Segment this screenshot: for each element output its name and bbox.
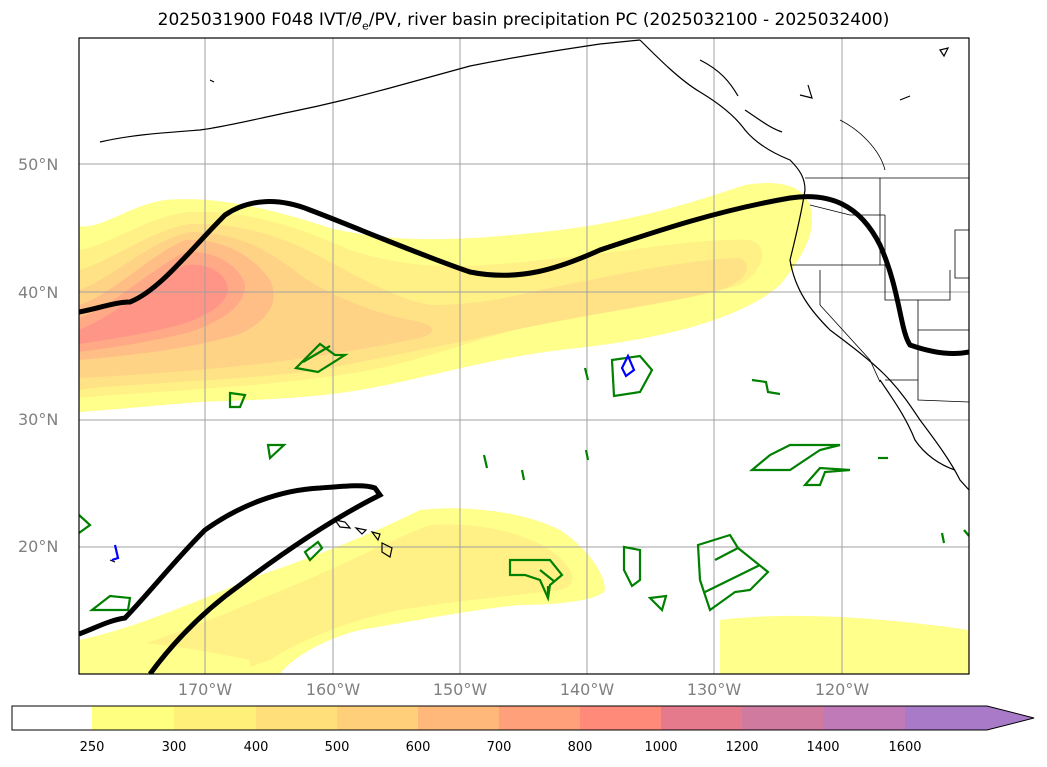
colorbar-label-1600: 1600 — [888, 740, 922, 755]
lat-label-50n: 50°N — [18, 155, 59, 174]
colorbar-label-500: 500 — [324, 740, 350, 755]
colorbar-label-250: 250 — [79, 740, 105, 755]
colorbar-label-1200: 1200 — [725, 740, 759, 755]
ivt-filled-contours — [79, 183, 969, 674]
lon-label-160w: 160°W — [305, 680, 361, 699]
lon-label-120w: 120°W — [814, 680, 870, 699]
lon-label-150w: 150°W — [432, 680, 488, 699]
graticule — [79, 38, 969, 674]
theta-e-contours-blue — [111, 353, 636, 562]
colorbar-label-300: 300 — [161, 740, 187, 755]
map-title: 2025031900 F048 IVT/θe/PV, river basin p… — [157, 10, 890, 33]
colorbar-label-1400: 1400 — [806, 740, 840, 755]
state-borders — [790, 119, 969, 403]
colorbar-label-600: 600 — [405, 740, 431, 755]
colorbar-label-800: 800 — [567, 740, 593, 755]
theta-e-contours — [79, 342, 969, 613]
colorbar-label-1000: 1000 — [644, 740, 678, 755]
pv-contours — [79, 194, 969, 674]
lat-label-20n: 20°N — [18, 537, 59, 556]
map-frame — [78, 37, 970, 675]
lon-label-140w: 140°W — [559, 680, 615, 699]
colorbar — [11, 705, 1035, 731]
coastlines — [99, 39, 969, 563]
colorbar-label-400: 400 — [243, 740, 269, 755]
lat-label-30n: 30°N — [18, 410, 59, 429]
lat-label-40n: 40°N — [18, 283, 59, 302]
lon-label-170w: 170°W — [177, 680, 233, 699]
colorbar-label-700: 700 — [486, 740, 512, 755]
lon-label-130w: 130°W — [686, 680, 742, 699]
